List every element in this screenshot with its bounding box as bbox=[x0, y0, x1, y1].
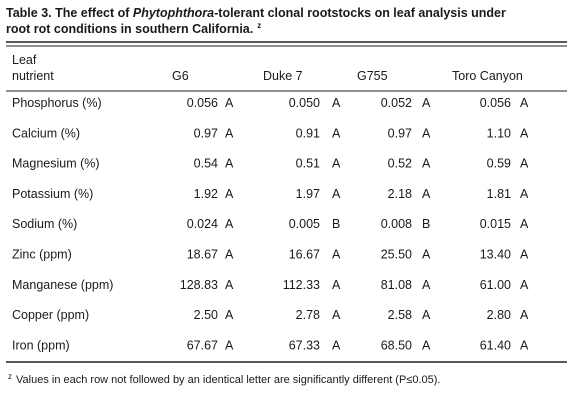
cell-value: 13.40 bbox=[480, 248, 511, 262]
title-line1: Table 3. The effect of Phytophthora-tole… bbox=[6, 6, 506, 20]
cell-letter: A bbox=[225, 278, 234, 292]
row-label: Manganese (ppm) bbox=[12, 278, 113, 292]
cell-letter: A bbox=[520, 338, 529, 352]
title-lead: Table 3. The effect of bbox=[6, 6, 133, 20]
row-label: Phosphorus (%) bbox=[12, 96, 102, 110]
cell-value: 2.18 bbox=[388, 187, 412, 201]
cell-letter: A bbox=[520, 308, 529, 322]
cell-value: 1.10 bbox=[487, 126, 511, 140]
cell-value: 1.81 bbox=[487, 187, 511, 201]
title-line2: root rot conditions in southern Californ… bbox=[6, 21, 261, 36]
cell-value: 18.67 bbox=[187, 248, 218, 262]
footnote-mark: z bbox=[8, 372, 12, 381]
footnote: z Values in each row not followed by an i… bbox=[8, 372, 440, 386]
title-italic: Phytophthora bbox=[133, 6, 214, 20]
title-rest: -tolerant clonal rootstocks on leaf anal… bbox=[214, 6, 506, 20]
cell-value: 0.97 bbox=[194, 126, 218, 140]
cell-value: 0.54 bbox=[194, 157, 218, 171]
cell-letter: A bbox=[225, 248, 234, 262]
cell-letter: A bbox=[520, 278, 529, 292]
cell-letter: A bbox=[332, 308, 341, 322]
cell-letter: A bbox=[520, 126, 529, 140]
cell-value: 61.00 bbox=[480, 278, 511, 292]
column-header: Toro Canyon bbox=[452, 69, 523, 83]
cell-letter: B bbox=[422, 217, 430, 231]
cell-value: 0.024 bbox=[187, 217, 218, 231]
title-mark: z bbox=[257, 21, 261, 30]
cell-value: 25.50 bbox=[381, 248, 412, 262]
cell-letter: A bbox=[332, 187, 341, 201]
cell-letter: A bbox=[332, 157, 341, 171]
cell-letter: A bbox=[225, 157, 234, 171]
cell-letter: A bbox=[422, 126, 431, 140]
cell-letter: A bbox=[225, 217, 234, 231]
cell-value: 2.78 bbox=[296, 308, 320, 322]
cell-value: 67.33 bbox=[289, 338, 320, 352]
cell-letter: A bbox=[422, 187, 431, 201]
cell-value: 1.92 bbox=[194, 187, 218, 201]
header-label: Leaf bbox=[12, 53, 37, 67]
cell-value: 0.97 bbox=[388, 126, 412, 140]
cell-letter: A bbox=[520, 96, 529, 110]
cell-value: 0.59 bbox=[487, 157, 511, 171]
cell-value: 0.91 bbox=[296, 126, 320, 140]
cell-value: 81.08 bbox=[381, 278, 412, 292]
cell-letter: A bbox=[520, 248, 529, 262]
row-label: Potassium (%) bbox=[12, 187, 93, 201]
cell-value: 0.056 bbox=[187, 96, 218, 110]
cell-letter: A bbox=[422, 308, 431, 322]
column-header: G755 bbox=[357, 69, 388, 83]
cell-value: 68.50 bbox=[381, 338, 412, 352]
cell-value: 0.015 bbox=[480, 217, 511, 231]
cell-letter: A bbox=[225, 126, 234, 140]
cell-letter: A bbox=[422, 157, 431, 171]
cell-value: 0.008 bbox=[381, 217, 412, 231]
cell-letter: A bbox=[422, 96, 431, 110]
cell-letter: A bbox=[332, 248, 341, 262]
row-label: Copper (ppm) bbox=[12, 308, 89, 322]
cell-value: 0.056 bbox=[480, 96, 511, 110]
column-header: Duke 7 bbox=[263, 69, 303, 83]
title-line2-text: root rot conditions in southern Californ… bbox=[6, 22, 253, 36]
cell-value: 0.052 bbox=[381, 96, 412, 110]
row-label: Sodium (%) bbox=[12, 217, 77, 231]
cell-value: 112.33 bbox=[283, 278, 320, 292]
cell-value: 0.050 bbox=[289, 96, 320, 110]
cell-letter: A bbox=[332, 126, 341, 140]
cell-value: 0.52 bbox=[388, 157, 412, 171]
cell-letter: A bbox=[332, 338, 341, 352]
cell-letter: A bbox=[422, 338, 431, 352]
cell-value: 67.67 bbox=[187, 338, 218, 352]
footnote-text: Values in each row not followed by an id… bbox=[16, 374, 440, 386]
cell-letter: A bbox=[332, 96, 341, 110]
cell-value: 2.58 bbox=[388, 308, 412, 322]
cell-letter: A bbox=[225, 96, 234, 110]
cell-letter: A bbox=[225, 187, 234, 201]
cell-letter: A bbox=[520, 217, 529, 231]
cell-letter: A bbox=[422, 248, 431, 262]
row-label: Calcium (%) bbox=[12, 126, 80, 140]
cell-value: 1.97 bbox=[296, 187, 320, 201]
cell-value: 2.50 bbox=[194, 308, 218, 322]
cell-letter: A bbox=[332, 278, 341, 292]
cell-value: 0.005 bbox=[289, 217, 320, 231]
cell-letter: A bbox=[422, 278, 431, 292]
row-label: Iron (ppm) bbox=[12, 338, 70, 352]
cell-value: 128.83 bbox=[180, 278, 218, 292]
row-label: Magnesium (%) bbox=[12, 157, 100, 171]
row-label: Zinc (ppm) bbox=[12, 248, 72, 262]
column-header: G6 bbox=[172, 69, 189, 83]
cell-value: 61.40 bbox=[480, 338, 511, 352]
cell-value: 0.51 bbox=[296, 157, 320, 171]
cell-letter: A bbox=[225, 338, 234, 352]
cell-letter: A bbox=[520, 187, 529, 201]
cell-value: 16.67 bbox=[289, 248, 320, 262]
header-label: nutrient bbox=[12, 69, 54, 83]
cell-letter: A bbox=[520, 157, 529, 171]
cell-letter: A bbox=[225, 308, 234, 322]
cell-value: 2.80 bbox=[487, 308, 511, 322]
cell-letter: B bbox=[332, 217, 340, 231]
